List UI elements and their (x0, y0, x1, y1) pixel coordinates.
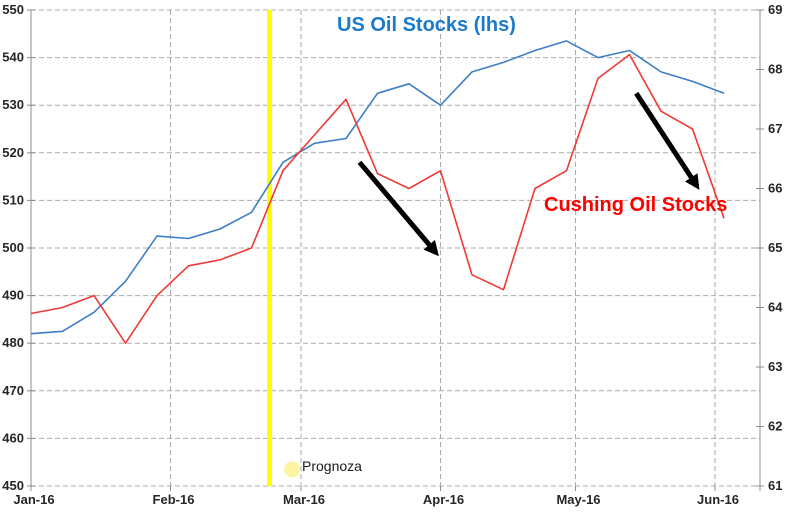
cushing-oil-stocks-line (30, 53, 725, 345)
y-left-tick-label: 550 (2, 2, 24, 17)
y-left-tick-label: 460 (2, 430, 24, 445)
y-right-tick-label: 64 (768, 300, 783, 315)
y-left-tick-label: 480 (2, 335, 24, 350)
x-axis-tick-label: Feb-16 (153, 492, 195, 507)
y-right-tick-label: 68 (768, 62, 782, 77)
x-axis-tick-label: Jun-16 (697, 492, 739, 507)
y-left-tick-label: 450 (2, 478, 24, 493)
y-left-tick-label: 500 (2, 240, 24, 255)
x-axis-tick-label: Mar-16 (283, 492, 325, 507)
y-right-tick-label: 65 (768, 240, 782, 255)
y-right-tick-label: 63 (768, 359, 782, 374)
y-left-tick-label: 490 (2, 288, 24, 303)
cushing-oil-stocks-series-label: Cushing Oil Stocks (544, 194, 728, 216)
y-right-tick-label: 66 (768, 181, 782, 196)
y-left-tick-label: 540 (2, 50, 24, 65)
prognoza-dot (284, 461, 300, 478)
y-left-tick-label: 510 (2, 192, 24, 207)
y-right-tick-label: 69 (768, 2, 782, 17)
y-left-tick-label: 520 (2, 145, 24, 160)
x-axis-tick-label: Apr-16 (423, 492, 464, 507)
x-axis-tick-label: May-16 (556, 492, 600, 507)
downtrend-arrow (634, 91, 700, 190)
us-oil-stocks-line (30, 40, 725, 335)
prognoza-forecast-label: Prognoza (302, 458, 362, 474)
y-right-tick-label: 62 (768, 419, 782, 434)
y-left-tick-label: 470 (2, 383, 24, 398)
us-oil-stocks-series-label: US Oil Stocks (lhs) (337, 14, 516, 36)
x-axis-tick-label: Jan-16 (13, 492, 54, 507)
downtrend-arrow (357, 160, 439, 257)
y-left-tick-label: 530 (2, 97, 24, 112)
y-right-tick-label: 61 (768, 478, 782, 493)
y-right-tick-label: 67 (768, 121, 782, 136)
